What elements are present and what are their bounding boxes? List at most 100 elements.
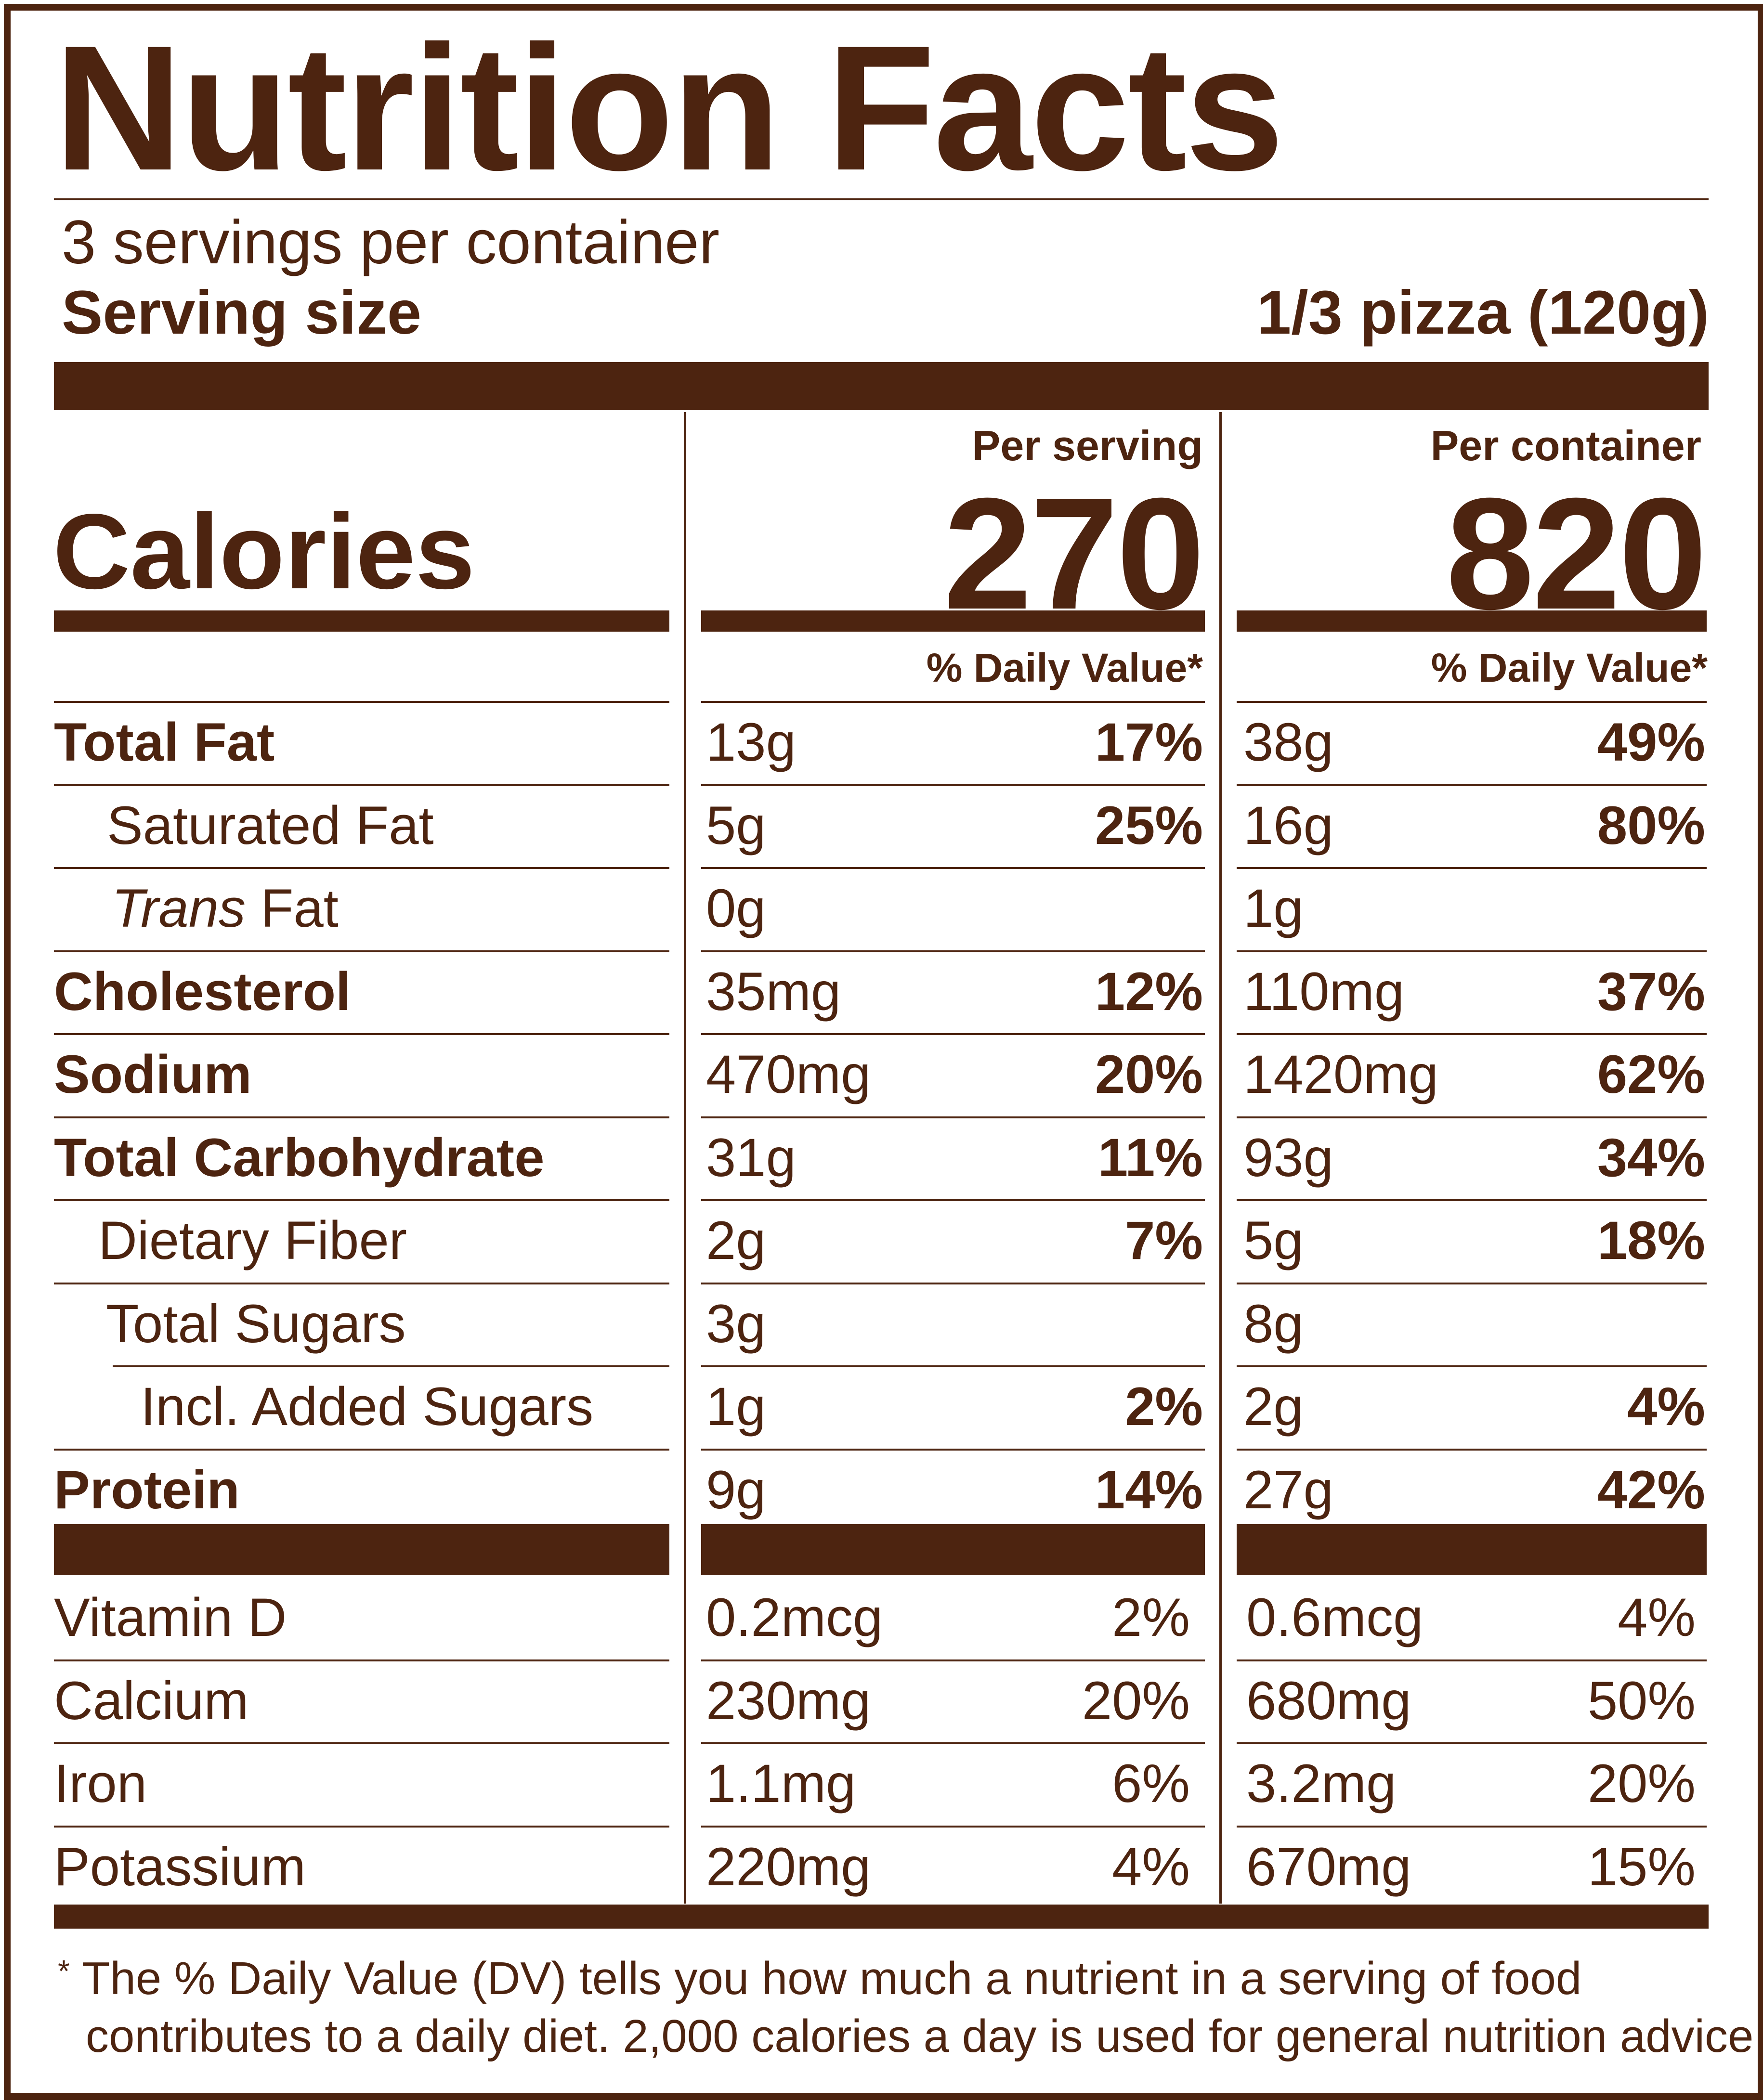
serving-daily-value: 4%: [1112, 1836, 1190, 1897]
serving-daily-value: 7%: [1125, 1210, 1203, 1270]
container-daily-value: 4%: [1627, 1376, 1705, 1437]
column-divider: [684, 412, 686, 1904]
serving-amount: 9g: [706, 1459, 766, 1520]
container-amount: 2g: [1243, 1376, 1304, 1437]
serving-amount: 1.1mg: [706, 1753, 856, 1814]
nutrient-name: Trans Fat: [112, 878, 339, 938]
container-daily-value: 80%: [1597, 795, 1705, 856]
container-amount: 38g: [1243, 712, 1333, 772]
serving-daily-value: 20%: [1082, 1670, 1190, 1731]
container-amount: 670mg: [1246, 1836, 1411, 1897]
serving-amount: 3g: [706, 1293, 766, 1354]
row-divider: [1237, 950, 1707, 952]
serving-size-value: 1/3 pizza (120g): [1257, 278, 1709, 347]
serving-size-label: Serving size: [62, 278, 421, 347]
row-divider: [1237, 1116, 1707, 1118]
footnote-asterisk: *: [58, 1954, 70, 1988]
serving-amount: 0g: [706, 878, 766, 938]
serving-daily-value: 25%: [1095, 795, 1203, 856]
nutrient-name: Total Carbohydrate: [54, 1127, 545, 1188]
row-divider: [1237, 1659, 1707, 1661]
row-divider: [701, 1282, 1205, 1284]
row-divider: [701, 867, 1205, 869]
row-divider: [1237, 1199, 1707, 1201]
container-daily-value: 62%: [1597, 1044, 1705, 1104]
row-divider: [54, 1659, 669, 1661]
container-daily-value: 18%: [1597, 1210, 1705, 1270]
calories-per-container: 820: [1446, 465, 1707, 642]
serving-amount: 1g: [706, 1376, 766, 1437]
container-daily-value: 49%: [1597, 712, 1705, 772]
container-amount: 0.6mcg: [1246, 1587, 1423, 1647]
serving-amount: 230mg: [706, 1670, 871, 1731]
container-daily-value: 20%: [1587, 1753, 1696, 1814]
container-amount: 1420mg: [1243, 1044, 1438, 1104]
row-divider: [1237, 1448, 1707, 1451]
container-amount: 8g: [1243, 1293, 1304, 1354]
serving-amount: 220mg: [706, 1836, 871, 1897]
serving-daily-value: 17%: [1095, 712, 1203, 772]
container-daily-value: 15%: [1587, 1836, 1696, 1897]
vitamin-name: Vitamin D: [54, 1587, 287, 1647]
serving-amount: 31g: [706, 1127, 796, 1188]
serving-daily-value: 11%: [1098, 1127, 1203, 1188]
serving-amount: 13g: [706, 712, 796, 772]
row-divider: [701, 1033, 1205, 1035]
row-divider: [1237, 701, 1707, 703]
row-divider: [54, 1825, 669, 1828]
vitamin-name: Iron: [54, 1753, 147, 1814]
row-divider: [701, 784, 1205, 786]
serving-amount: 470mg: [706, 1044, 871, 1104]
nutrient-name: Cholesterol: [54, 961, 351, 1022]
row-divider: [1237, 867, 1707, 869]
nutrient-name: Dietary Fiber: [98, 1210, 407, 1270]
column-divider: [1219, 412, 1222, 1904]
container-amount: 680mg: [1246, 1670, 1411, 1731]
serving-daily-value: 2%: [1125, 1376, 1203, 1437]
row-divider: [54, 701, 669, 703]
row-divider: [701, 1448, 1205, 1451]
row-divider: [701, 1825, 1205, 1828]
calories-bar: [54, 610, 669, 632]
vitamin-name: Potassium: [54, 1836, 306, 1897]
calories-label: Calories: [53, 492, 475, 611]
row-divider: [1237, 1825, 1707, 1828]
row-divider: [701, 1365, 1205, 1367]
container-amount: 5g: [1243, 1210, 1304, 1270]
nutrient-name-italic: Trans: [112, 878, 246, 938]
thick-divider: [701, 1524, 1205, 1575]
thick-divider: [54, 1524, 669, 1575]
row-divider: [54, 1199, 669, 1201]
per-container-header: Per container: [1430, 422, 1701, 469]
daily-value-header-container: % Daily Value*: [1431, 645, 1708, 690]
nutrient-name: Protein: [54, 1459, 240, 1520]
serving-amount: 5g: [706, 795, 766, 856]
row-divider: [54, 1033, 669, 1035]
per-serving-header: Per serving: [972, 422, 1203, 469]
footnote-line-2: contributes to a daily diet. 2,000 calor…: [86, 2010, 1763, 2062]
row-divider: [701, 950, 1205, 952]
row-divider: [1237, 784, 1707, 786]
row-divider: [54, 1742, 669, 1744]
nutrient-name: Total Sugars: [106, 1293, 406, 1354]
container-amount: 110mg: [1243, 961, 1405, 1022]
container-daily-value: 34%: [1597, 1127, 1705, 1188]
row-divider: [701, 1659, 1205, 1661]
row-divider: [54, 950, 669, 952]
serving-daily-value: 6%: [1112, 1753, 1190, 1814]
row-divider: [54, 1448, 669, 1451]
container-amount: 16g: [1243, 795, 1333, 856]
serving-daily-value: 2%: [1112, 1587, 1190, 1647]
thick-divider: [1237, 1524, 1707, 1575]
calories-bar: [1237, 610, 1707, 632]
container-amount: 1g: [1243, 878, 1304, 938]
thick-divider: [54, 1905, 1709, 1929]
footnote-line-1: * The % Daily Value (DV) tells you how m…: [58, 1953, 1582, 2004]
nutrient-name: Incl. Added Sugars: [141, 1376, 594, 1437]
row-divider: [1237, 1742, 1707, 1744]
container-amount: 93g: [1243, 1127, 1333, 1188]
container-amount: 3.2mg: [1246, 1753, 1397, 1814]
row-divider: [701, 1742, 1205, 1744]
nutrient-name: Saturated Fat: [107, 795, 434, 856]
container-daily-value: 42%: [1597, 1459, 1705, 1520]
